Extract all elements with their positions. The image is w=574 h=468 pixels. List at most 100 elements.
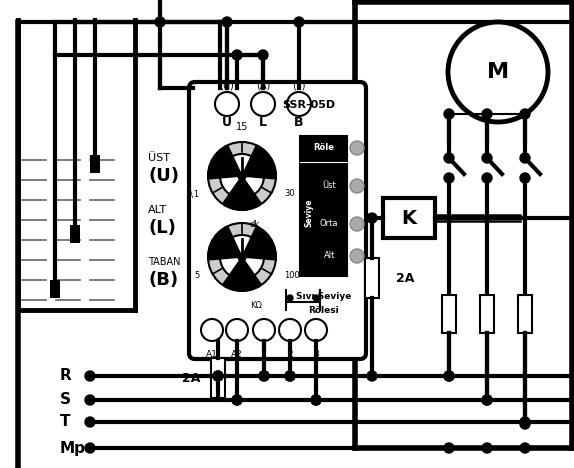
Circle shape <box>85 371 95 381</box>
Circle shape <box>350 217 364 231</box>
Circle shape <box>313 295 319 301</box>
Bar <box>480 295 494 333</box>
Text: B: B <box>294 116 304 129</box>
Text: 0,1: 0,1 <box>187 190 200 198</box>
Circle shape <box>520 173 530 183</box>
Text: 2A: 2A <box>396 271 414 285</box>
Bar <box>365 258 379 298</box>
Circle shape <box>220 154 264 198</box>
Bar <box>383 198 435 238</box>
Text: (U): (U) <box>148 167 179 185</box>
Circle shape <box>226 319 248 341</box>
Text: TABAN: TABAN <box>148 257 180 267</box>
Text: 30: 30 <box>284 190 294 198</box>
Bar <box>70 225 80 243</box>
Text: 2A: 2A <box>181 372 200 385</box>
Bar <box>50 280 60 298</box>
Text: KΩ: KΩ <box>250 301 262 310</box>
Text: Sıvı Seviye: Sıvı Seviye <box>296 292 351 301</box>
Circle shape <box>253 319 275 341</box>
Text: (U): (U) <box>220 81 234 91</box>
Circle shape <box>201 319 223 341</box>
Circle shape <box>213 371 223 381</box>
Text: dk: dk <box>250 220 260 229</box>
Polygon shape <box>242 145 276 179</box>
Circle shape <box>155 17 165 27</box>
Polygon shape <box>208 145 242 179</box>
Circle shape <box>520 443 530 453</box>
Circle shape <box>251 92 275 116</box>
Circle shape <box>444 153 454 163</box>
Text: R: R <box>60 368 72 383</box>
Circle shape <box>482 443 492 453</box>
Circle shape <box>279 319 301 341</box>
Text: 3: 3 <box>313 350 319 359</box>
Circle shape <box>232 395 242 405</box>
Circle shape <box>482 173 492 183</box>
Polygon shape <box>223 257 262 291</box>
Circle shape <box>258 50 268 60</box>
Polygon shape <box>242 226 276 260</box>
Text: 100: 100 <box>284 271 300 279</box>
Circle shape <box>367 213 377 223</box>
Circle shape <box>448 22 548 122</box>
Text: 15: 15 <box>236 122 248 132</box>
Text: Mp: Mp <box>60 440 86 455</box>
Bar <box>518 295 532 333</box>
Text: S: S <box>60 393 71 408</box>
Circle shape <box>213 371 223 381</box>
Circle shape <box>520 109 530 119</box>
Bar <box>211 358 225 398</box>
Text: SSR-05D: SSR-05D <box>282 100 335 110</box>
Circle shape <box>482 395 492 405</box>
Circle shape <box>350 179 364 193</box>
Circle shape <box>444 173 454 183</box>
Circle shape <box>208 223 276 291</box>
Polygon shape <box>208 226 242 260</box>
Circle shape <box>85 417 95 427</box>
Bar <box>300 136 347 276</box>
Circle shape <box>520 153 530 163</box>
Text: ALT: ALT <box>148 205 167 215</box>
Circle shape <box>222 17 232 27</box>
Circle shape <box>311 395 321 405</box>
Circle shape <box>520 417 530 427</box>
Text: Röle: Röle <box>313 144 334 153</box>
Circle shape <box>85 443 95 453</box>
Text: K: K <box>401 209 417 227</box>
Circle shape <box>238 253 246 261</box>
Circle shape <box>444 109 454 119</box>
Text: 5: 5 <box>195 271 200 279</box>
Text: T: T <box>60 415 71 430</box>
Circle shape <box>287 295 293 301</box>
Text: ÜST: ÜST <box>148 153 170 163</box>
Text: Alt: Alt <box>324 251 335 261</box>
Circle shape <box>294 17 304 27</box>
Text: Orta: Orta <box>320 219 339 228</box>
Text: M: M <box>487 62 509 82</box>
Circle shape <box>285 371 295 381</box>
Text: Seviye: Seviye <box>304 199 313 227</box>
Circle shape <box>232 395 242 405</box>
Circle shape <box>238 172 246 180</box>
Circle shape <box>350 249 364 263</box>
Circle shape <box>350 141 364 155</box>
Text: 2: 2 <box>287 350 293 359</box>
Text: (B): (B) <box>148 271 178 289</box>
Circle shape <box>305 319 327 341</box>
Circle shape <box>259 371 269 381</box>
Circle shape <box>232 50 242 60</box>
Text: (A): (A) <box>256 81 270 91</box>
Circle shape <box>287 92 311 116</box>
Text: Üst: Üst <box>322 182 336 190</box>
Text: (L): (L) <box>148 219 176 237</box>
Text: A2: A2 <box>231 350 243 359</box>
Circle shape <box>520 419 530 429</box>
Circle shape <box>215 92 239 116</box>
Circle shape <box>208 142 276 210</box>
Circle shape <box>444 371 454 381</box>
Text: A1: A1 <box>206 350 218 359</box>
Text: Rölesi: Rölesi <box>308 306 339 315</box>
Circle shape <box>85 395 95 405</box>
FancyBboxPatch shape <box>189 82 366 359</box>
